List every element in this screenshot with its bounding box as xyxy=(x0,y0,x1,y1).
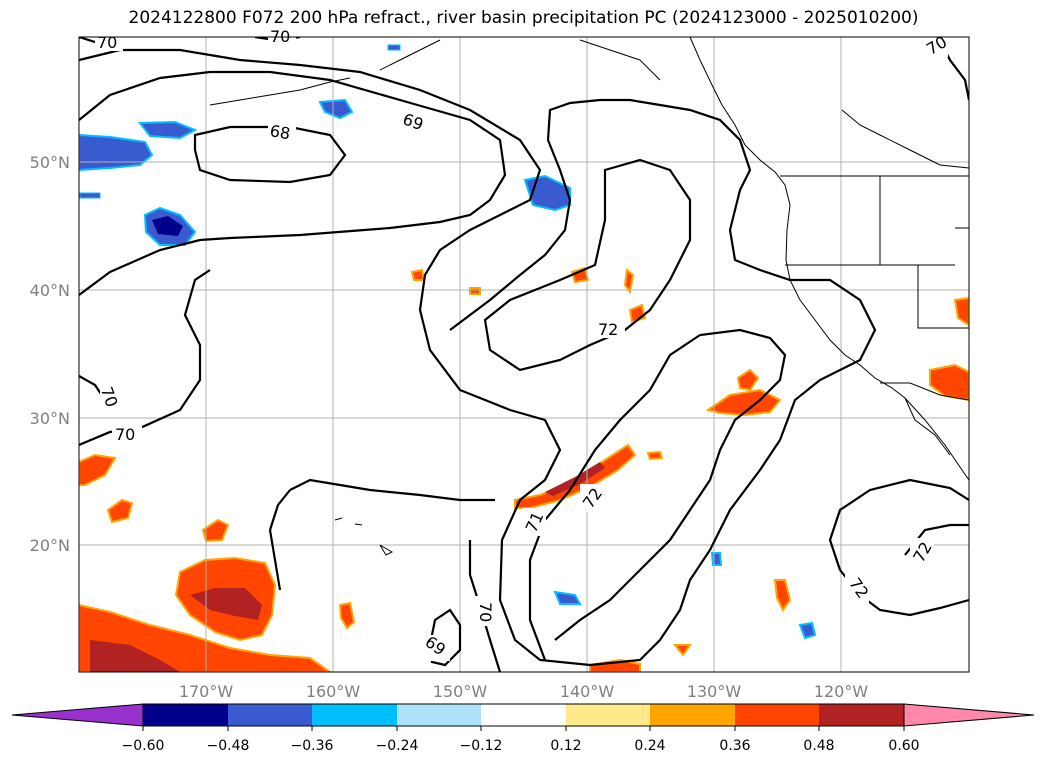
colorbar-segment xyxy=(143,704,228,726)
precip-negative-areas xyxy=(79,44,817,640)
colorbar-tick: −0.36 xyxy=(291,738,334,754)
colorbar-segment xyxy=(819,704,904,726)
colorbar-segment xyxy=(481,704,566,726)
colorbar-segment xyxy=(312,704,397,726)
lat-label: 20°N xyxy=(30,536,70,555)
colorbar-segment xyxy=(397,704,481,726)
latitude-labels: 50°N 40°N 30°N 20°N xyxy=(30,153,70,555)
colorbar-extend-high xyxy=(903,703,1035,727)
colorbar-tick: 0.60 xyxy=(888,738,919,754)
lat-label: 30°N xyxy=(30,409,70,428)
colorbar-tick: 0.24 xyxy=(634,738,665,754)
colorbar-segment xyxy=(228,704,312,726)
colorbar-extend-low xyxy=(11,703,144,727)
colorbar-segment xyxy=(650,704,735,726)
colorbar: −0.60 −0.48 −0.36 −0.24 −0.12 0.12 0.24 … xyxy=(11,703,1035,754)
contour-label-halos xyxy=(95,37,948,661)
map-border xyxy=(78,36,970,673)
lon-label: 120°W xyxy=(814,682,869,701)
colorbar-segment xyxy=(566,704,650,726)
lon-label: 150°W xyxy=(433,682,488,701)
colorbar-tick: −0.48 xyxy=(207,738,250,754)
contour-label: 72 xyxy=(598,320,618,339)
colorbar-segment xyxy=(735,704,819,726)
longitude-labels: 170°W 160°W 150°W 140°W 130°W 120°W xyxy=(179,682,869,701)
colorbar-tick-labels: −0.60 −0.48 −0.36 −0.24 −0.12 0.12 0.24 … xyxy=(122,738,920,754)
lon-label: 130°W xyxy=(687,682,742,701)
map-title: 2024122800 F072 200 hPa refract., river … xyxy=(128,8,919,28)
lon-label: 170°W xyxy=(179,682,234,701)
map-gridlines xyxy=(79,37,969,672)
colorbar-tick: −0.24 xyxy=(376,738,419,754)
colorbar-tick: 0.48 xyxy=(803,738,834,754)
lon-label: 140°W xyxy=(560,682,615,701)
contour-label: 70 xyxy=(476,602,495,622)
colorbar-tick: 0.36 xyxy=(719,738,750,754)
contour-label: 70 xyxy=(97,33,117,52)
lon-label: 160°W xyxy=(306,682,361,701)
lat-label: 50°N xyxy=(30,153,70,172)
contour-label: 68 xyxy=(268,121,291,143)
colorbar-tick: −0.12 xyxy=(460,738,503,754)
lat-label: 40°N xyxy=(30,281,70,300)
precip-positive-areas xyxy=(79,266,969,672)
contour-label: 70 xyxy=(115,425,135,444)
colorbar-tick: 0.12 xyxy=(550,738,581,754)
colorbar-tick: −0.60 xyxy=(122,738,165,754)
